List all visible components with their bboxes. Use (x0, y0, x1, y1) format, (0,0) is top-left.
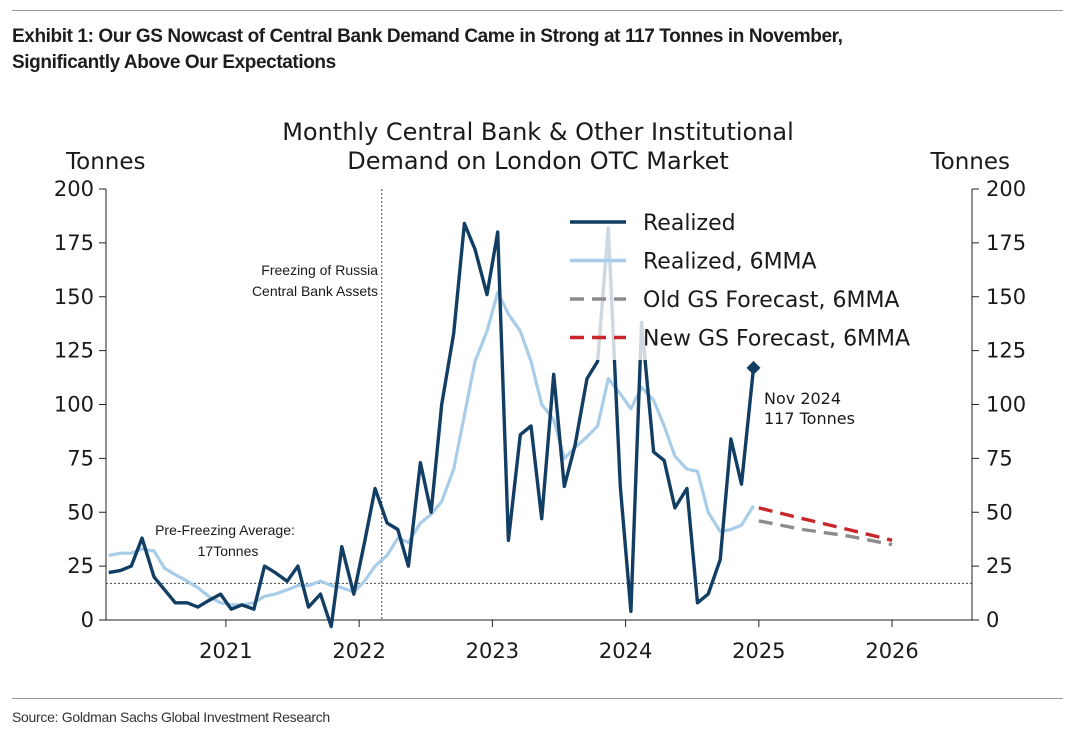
x-tick-label: 2025 (732, 639, 785, 663)
chart-legend: Realized Realized, 6MMA Old GS Forecast, 6… (560, 200, 950, 360)
y-tick-label-right: 175 (986, 231, 1026, 255)
chart-series (108, 221, 893, 629)
event-line-label-2: Central Bank Assets (252, 283, 378, 299)
y-tick-label-left: 150 (54, 285, 94, 309)
y-tick-label-right: 150 (986, 285, 1026, 309)
legend-label-realized: Realized (643, 211, 736, 236)
exhibit-title: Exhibit 1: Our GS Nowcast of Central Ban… (12, 24, 1052, 76)
legend-label-new-forecast: New GS Forecast, 6MMA (643, 327, 910, 352)
y-axis-label-right: Tonnes (929, 149, 1010, 175)
y-tick-label-right: 100 (986, 393, 1026, 417)
exhibit-title-line-2: Significantly Above Our Expectations (12, 52, 336, 73)
y-tick-label-left: 175 (54, 231, 94, 255)
series-realized-line (108, 221, 756, 629)
chart-title-line-1: Monthly Central Bank & Other Institution… (282, 118, 794, 146)
y-tick-label-left: 100 (54, 393, 94, 417)
x-tick-label: 2022 (332, 639, 385, 663)
top-rule (12, 10, 1063, 11)
series-new-forecast-line (758, 506, 893, 542)
highlight-label-2: 117 Tonnes (764, 409, 855, 428)
series-realized-6mma-line (108, 290, 755, 607)
reference-line-label-2: 17Tonnes (198, 543, 259, 559)
y-tick-label-left: 200 (54, 177, 94, 201)
y-tick-label-right: 125 (986, 339, 1026, 363)
x-tick-label: 2021 (199, 639, 252, 663)
source-note: Source: Goldman Sachs Global Investment … (12, 709, 330, 725)
chart-axes: 0 0 25 25 50 50 75 75 100 100 125 125 150 150 175 175 20… (54, 177, 1026, 663)
y-tick-label-right: 0 (986, 608, 999, 632)
chart-reference-lines (106, 189, 972, 620)
y-tick-label-right: 50 (986, 500, 1013, 524)
x-tick-label: 2024 (599, 639, 652, 663)
legend-label-old-forecast: Old GS Forecast, 6MMA (643, 288, 899, 313)
bottom-rule (12, 698, 1063, 699)
chart-annotations: Freezing of Russia Central Bank Assets P… (155, 262, 855, 559)
y-tick-label-right: 25 (986, 554, 1013, 578)
event-line-label-1: Freezing of Russia (261, 262, 378, 278)
y-axis-label-left: Tonnes (65, 149, 146, 175)
nov-2024-marker (746, 360, 761, 375)
x-tick-label: 2026 (865, 639, 918, 663)
legend-background (560, 200, 950, 360)
chart-title-line-2: Demand on London OTC Market (347, 147, 729, 175)
y-tick-label-left: 125 (54, 339, 94, 363)
y-tick-label-left: 0 (81, 608, 94, 632)
y-tick-label-right: 200 (986, 177, 1026, 201)
y-tick-label-left: 75 (67, 446, 94, 470)
y-tick-label-left: 25 (67, 554, 94, 578)
x-tick-label: 2023 (466, 639, 519, 663)
highlight-label-1: Nov 2024 (764, 389, 841, 408)
y-tick-label-left: 50 (67, 500, 94, 524)
exhibit-title-line-1: Exhibit 1: Our GS Nowcast of Central Ban… (12, 26, 843, 47)
legend-label-realized-6mma: Realized, 6MMA (643, 250, 817, 275)
y-tick-label-right: 75 (986, 446, 1013, 470)
reference-line-label-1: Pre-Freezing Average: (155, 522, 295, 538)
series-old-forecast-line (758, 519, 893, 547)
